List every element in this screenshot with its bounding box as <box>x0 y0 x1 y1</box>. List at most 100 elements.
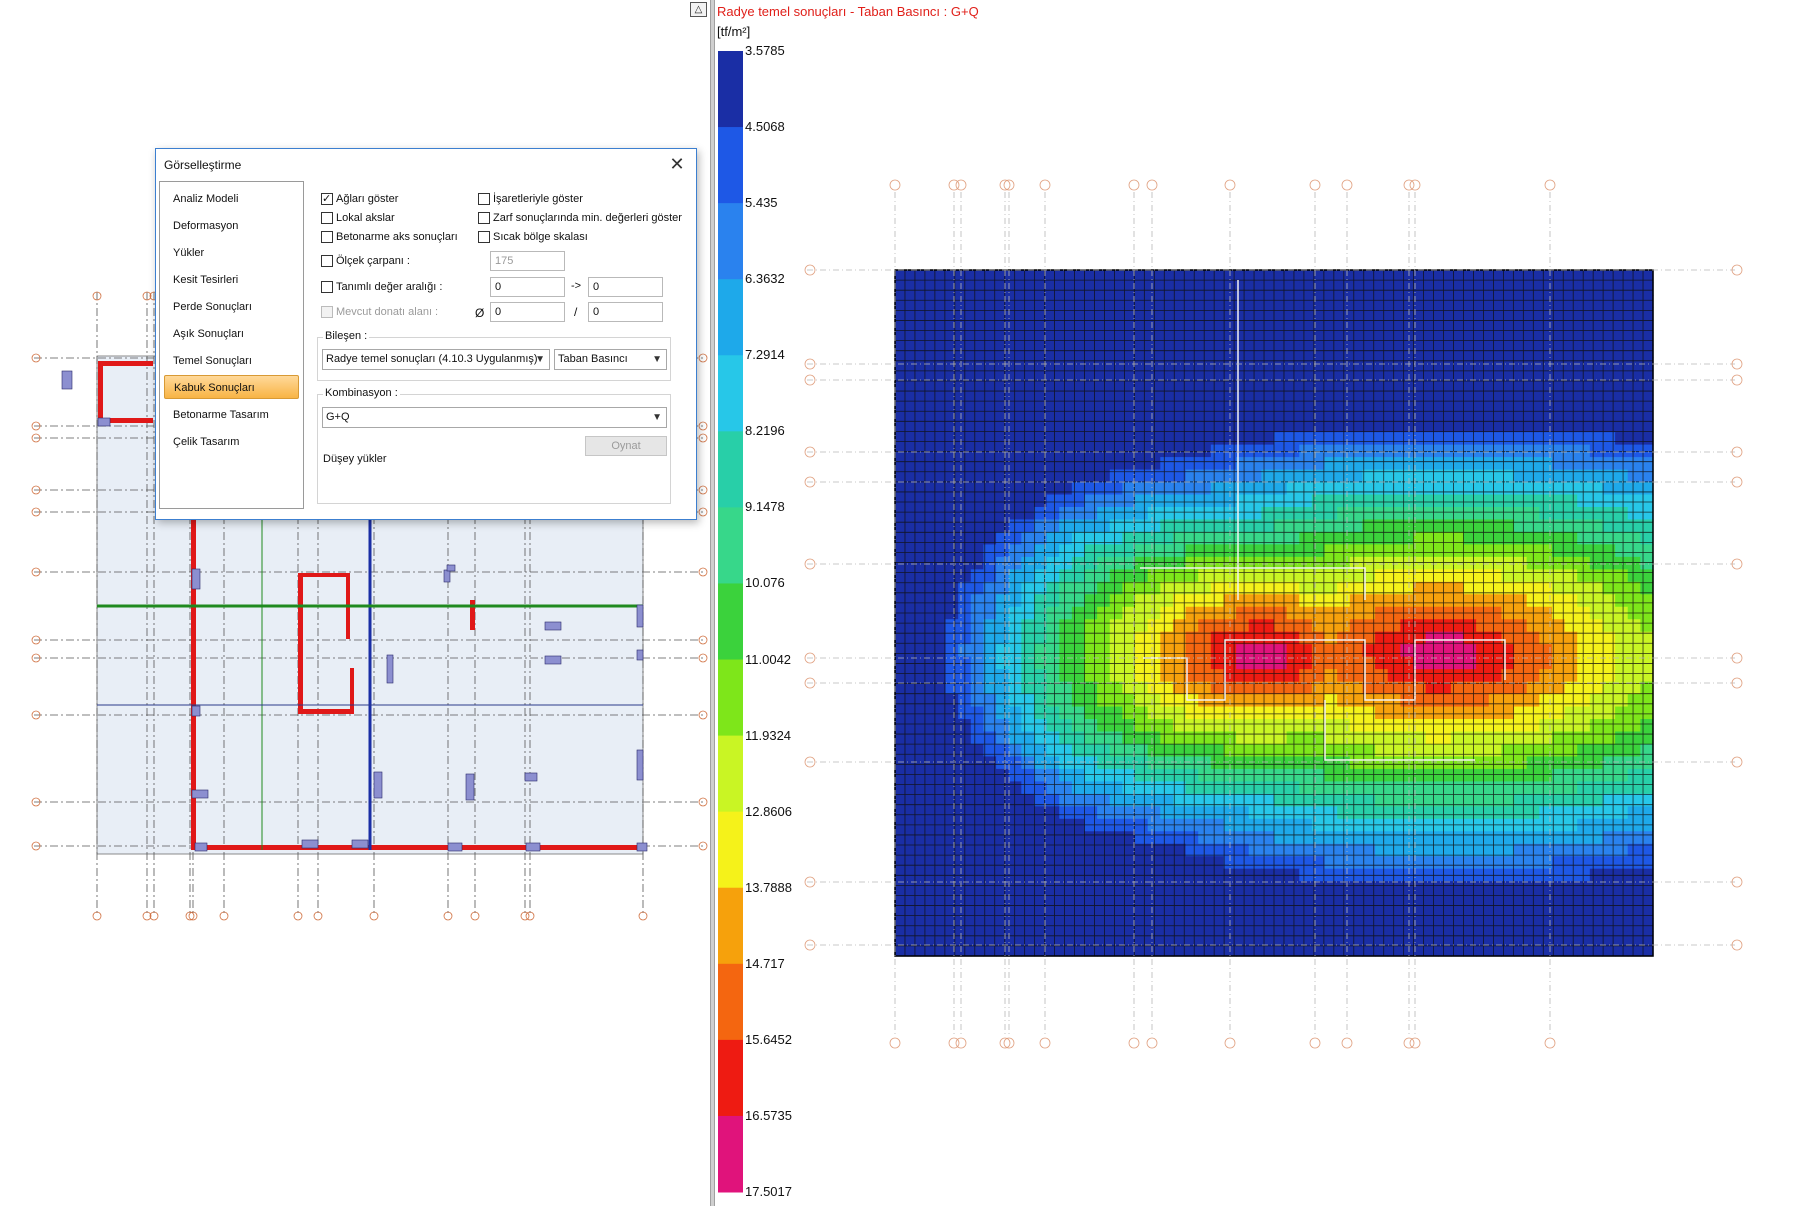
contour-cell <box>1135 694 1149 708</box>
bilesen-sub-select[interactable]: Taban Basıncı ▼ <box>554 349 667 370</box>
zarf-min-checkbox[interactable] <box>478 212 490 224</box>
contour-cell <box>1438 581 1452 595</box>
contour-cell <box>1160 569 1174 583</box>
contour-cell <box>1463 831 1477 845</box>
contour-cell <box>1412 519 1427 533</box>
contour-cell <box>1488 382 1502 396</box>
contour-cell <box>1476 818 1490 832</box>
contour-cell <box>983 818 997 832</box>
contour-cell <box>895 818 909 832</box>
legend-swatch <box>718 583 743 661</box>
lokal-akslar-option[interactable]: Lokal akslar <box>321 210 395 226</box>
kombinasyon-select[interactable]: G+Q ▼ <box>322 407 667 428</box>
lokal-akslar-checkbox[interactable] <box>321 212 333 224</box>
tanimli-checkbox[interactable] <box>321 281 333 293</box>
contour-cell <box>1033 382 1048 396</box>
bilesen-select[interactable]: Radye temel sonuçları (4.10.3 Uygulanmış… <box>322 349 550 370</box>
contour-cell <box>1362 793 1376 807</box>
contour-cell <box>945 494 959 508</box>
nav-item-celik-tasarim[interactable]: Çelik Tasarım <box>173 436 240 448</box>
range-to-input[interactable]: 0 <box>588 277 663 297</box>
contour-cell <box>1071 943 1086 957</box>
contour-cell <box>1387 344 1401 358</box>
aglari-goster-checkbox[interactable] <box>321 191 333 207</box>
contour-cell <box>1627 818 1641 832</box>
tanimli-option[interactable]: Tanımlı değer aralığı : <box>321 279 442 295</box>
contour-cell <box>1450 544 1465 558</box>
contour-cell <box>1627 881 1641 895</box>
oynat-button[interactable]: Oynat <box>585 436 667 456</box>
isaretleriyle-option[interactable]: İşaretleriyle göster <box>478 191 583 207</box>
contour-cell <box>1236 731 1250 745</box>
contour-cell <box>1109 694 1123 708</box>
shear-wall <box>470 600 475 630</box>
contour-cell <box>1488 856 1502 870</box>
contour-cell <box>1122 756 1136 770</box>
nav-item-perde-sonuclari[interactable]: Perde Sonuçları <box>173 301 252 313</box>
contour-cell <box>1046 519 1060 533</box>
contour-cell <box>1210 444 1225 458</box>
plan-view[interactable]: △ Görselleştirme ✕ Analiz Modeli Deforma… <box>0 0 710 1206</box>
contour-cell <box>1071 694 1086 708</box>
contour-cell <box>1476 943 1490 957</box>
contour-cell <box>1425 556 1439 570</box>
nav-item-betonarme-tasarim[interactable]: Betonarme Tasarım <box>173 409 269 421</box>
contour-cell <box>1488 544 1502 558</box>
shear-wall <box>98 361 153 366</box>
contour-cell <box>1210 594 1225 608</box>
contour-cell <box>1564 793 1578 807</box>
pane-splitter[interactable] <box>710 0 715 1206</box>
olcek-input[interactable]: 175 <box>490 251 565 271</box>
contour-cell <box>1362 419 1376 433</box>
nav-item-deformasyon[interactable]: Deformasyon <box>173 220 239 232</box>
range-from-input[interactable]: 0 <box>490 277 565 297</box>
zarf-min-option[interactable]: Zarf sonuçlarında min. değerleri göster <box>478 210 682 226</box>
contour-cell <box>983 856 997 870</box>
betonarme-aks-checkbox[interactable] <box>321 231 333 243</box>
contour-cell <box>1627 581 1641 595</box>
legend-swatch <box>718 507 743 584</box>
aglari-goster-option[interactable]: Ağları göster <box>321 191 398 207</box>
contour-cell <box>1185 768 1199 782</box>
contour-cell <box>1577 731 1591 745</box>
donati-spacing-input[interactable]: 0 <box>588 302 663 322</box>
contour-cell <box>1577 681 1591 695</box>
contour-cell <box>1185 806 1199 820</box>
contour-cell <box>1425 931 1439 945</box>
contour-cell <box>1084 344 1098 358</box>
olcek-option[interactable]: Ölçek çarpanı : <box>321 253 410 269</box>
contour-cell <box>895 706 909 720</box>
contour-cell <box>920 294 934 309</box>
contour-cell <box>1223 768 1237 782</box>
contour-cell <box>1122 506 1136 521</box>
betonarme-aks-option[interactable]: Betonarme aks sonuçları <box>321 229 458 245</box>
contour-cell <box>1627 494 1641 508</box>
contour-cell <box>1059 506 1073 521</box>
contour-cell <box>1286 344 1300 358</box>
sicak-bolge-option[interactable]: Sıcak bölge skalası <box>478 229 588 245</box>
sicak-bolge-checkbox[interactable] <box>478 231 490 243</box>
contour-cell <box>1551 731 1566 745</box>
contour-cell <box>1109 619 1123 633</box>
contour-cell <box>1463 881 1477 895</box>
contour-cell <box>1274 270 1288 284</box>
olcek-checkbox[interactable] <box>321 255 333 267</box>
contour-cell <box>1286 943 1300 957</box>
contour-cell <box>1514 369 1528 383</box>
nav-item-temel-sonuclari[interactable]: Temel Sonuçları <box>173 355 252 367</box>
nav-item-yukler[interactable]: Yükler <box>173 247 205 259</box>
nav-item-asik-sonuclari[interactable]: Aşık Sonuçları <box>173 328 244 340</box>
contour-cell <box>1463 818 1477 832</box>
nav-item-kesit-tesirleri[interactable]: Kesit Tesirleri <box>173 274 239 286</box>
contour-cell <box>1387 743 1401 758</box>
contour-cell <box>907 906 921 920</box>
nav-item-kabuk-sonuclari[interactable]: Kabuk Sonuçları <box>164 375 299 399</box>
close-icon[interactable]: ✕ <box>669 154 685 174</box>
isaretleriyle-checkbox[interactable] <box>478 193 490 205</box>
donati-diameter-input[interactable]: 0 <box>490 302 565 322</box>
contour-cell <box>907 457 921 471</box>
collapse-toggle-button[interactable]: △ <box>690 2 707 17</box>
nav-item-analiz-modeli[interactable]: Analiz Modeli <box>173 193 239 205</box>
contour-cell <box>1425 482 1439 496</box>
contour-cell <box>1577 906 1591 920</box>
